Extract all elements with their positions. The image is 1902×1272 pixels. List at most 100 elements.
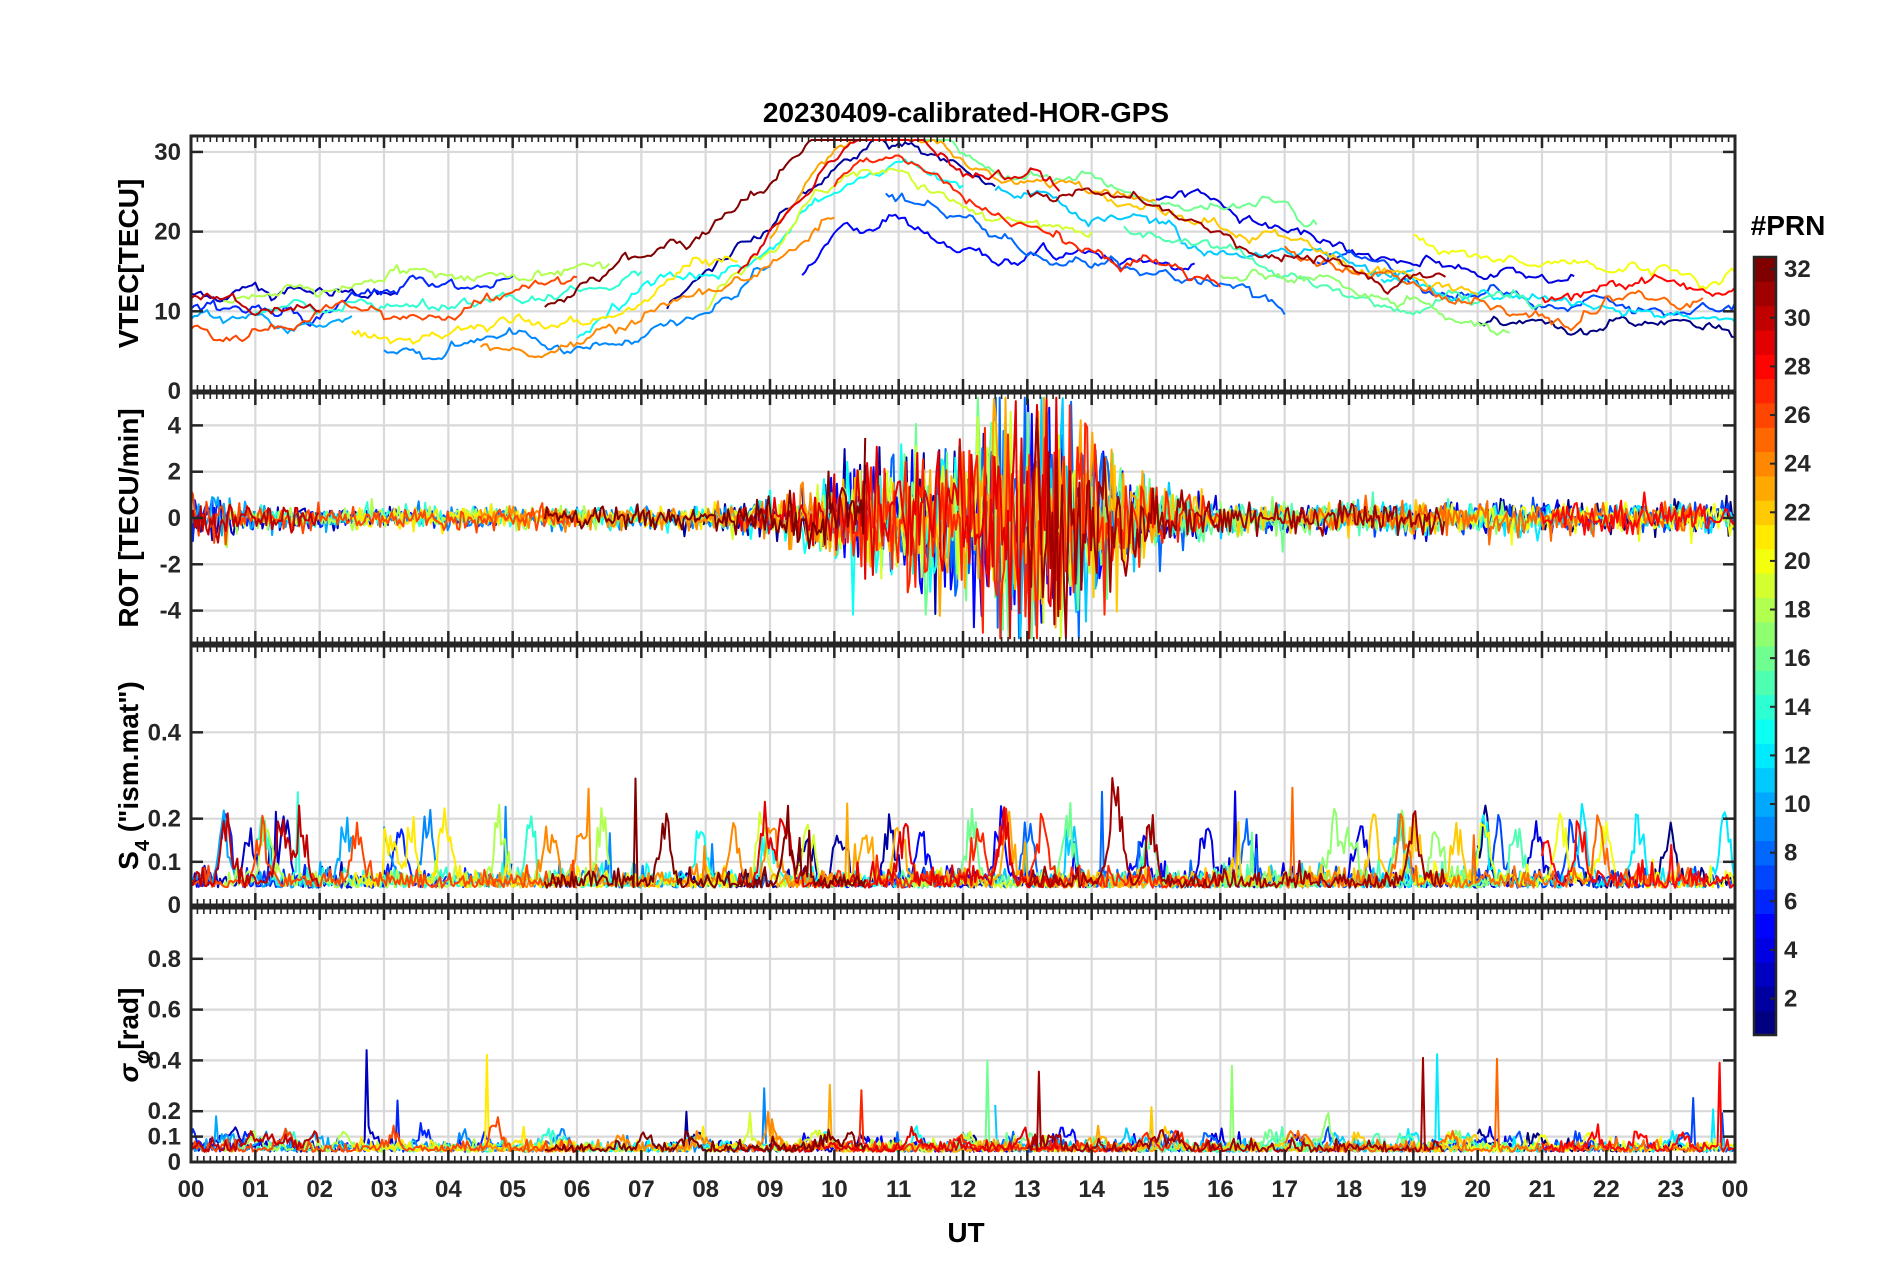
series-line-prn-25 xyxy=(1283,245,1704,332)
colorbar-tick-label: 20 xyxy=(1784,548,1811,575)
series-group xyxy=(191,139,1735,361)
y-tick-label: 0.1 xyxy=(148,849,181,876)
y-axis-label-main: σ xyxy=(113,1062,144,1082)
colorbar-segment-prn-17 xyxy=(1754,621,1776,647)
colorbar-segment-prn-18 xyxy=(1754,597,1776,623)
series-line-prn-31 xyxy=(1026,417,1446,640)
colorbar-tick-label: 12 xyxy=(1784,742,1811,769)
series-line-prn-28 xyxy=(1541,491,1735,536)
x-axis-label: UT xyxy=(947,1217,984,1248)
colorbar-segment-prn-14 xyxy=(1754,694,1776,720)
y-axis-label-main: S xyxy=(113,851,144,870)
series-line-prn-31 xyxy=(1026,187,1447,295)
x-tick-label: 09 xyxy=(757,1176,784,1203)
series-line-prn-31 xyxy=(1026,777,1446,889)
series-line-prn-1 xyxy=(1477,315,1735,339)
colorbar-segment-prn-20 xyxy=(1754,548,1776,574)
series-line-prn-3 xyxy=(191,281,397,303)
y-axis-label-sub: 4 xyxy=(132,839,154,851)
series-line-prn-13 xyxy=(576,158,964,339)
series-line-prn-21 xyxy=(351,255,738,345)
y-axis-label-sub: φ xyxy=(132,1050,154,1064)
y-tick-label: 0.1 xyxy=(148,1124,181,1151)
colorbar-segment-prn-12 xyxy=(1754,743,1776,769)
series-line-prn-11 xyxy=(994,185,1414,279)
colorbar-segment-prn-7 xyxy=(1754,864,1776,890)
colorbar-label: #PRN xyxy=(1751,210,1826,241)
series-line-prn-4 xyxy=(1155,188,1575,284)
colorbar-segment-prn-30 xyxy=(1754,305,1776,331)
x-tick-label: 16 xyxy=(1207,1176,1234,1203)
panel-rot: -4 -2 0 2 4 ROT [TECU/min] xyxy=(113,391,1737,645)
series-line-prn-20 xyxy=(1412,233,1735,290)
y-axis-label-vtec: VTEC[TECU] xyxy=(113,179,144,349)
y-tick-label: 0.2 xyxy=(148,806,181,833)
series-line-prn-17 xyxy=(1219,268,1511,336)
series-line-prn-31 xyxy=(1026,1056,1445,1153)
series-group xyxy=(191,396,1735,640)
y-tick-label: -4 xyxy=(160,598,182,625)
colorbar-tick-label: 10 xyxy=(1784,791,1811,818)
series-line-prn-24 xyxy=(479,787,835,889)
series-line-prn-28 xyxy=(1541,820,1735,889)
colorbar-tick-label: 32 xyxy=(1784,256,1811,283)
colorbar-tick-label: 28 xyxy=(1784,353,1811,380)
y-tick-label: 2 xyxy=(168,459,181,486)
y-axis-label-rest: ("ism.mat") xyxy=(113,681,144,840)
series-line-prn-15 xyxy=(1123,225,1543,316)
x-tick-label: 07 xyxy=(628,1176,655,1203)
colorbar-segment-prn-31 xyxy=(1754,281,1776,307)
y-tick-label: 20 xyxy=(154,219,181,246)
colorbar-tick-label: 6 xyxy=(1784,888,1797,915)
colorbar-segment-prn-15 xyxy=(1754,670,1776,696)
series-line-prn-27 xyxy=(833,154,1222,288)
series-line-prn-29 xyxy=(736,396,1060,640)
series-line-prn-9 xyxy=(383,265,771,361)
series-line-prn-28 xyxy=(1541,1061,1735,1153)
y-tick-label: 0 xyxy=(168,1149,181,1176)
y-tick-label: 10 xyxy=(154,298,181,325)
y-tick-label: 0.4 xyxy=(148,1047,182,1074)
colorbar-tick-label: 4 xyxy=(1784,937,1798,964)
x-tick-label: 06 xyxy=(564,1176,591,1203)
y-tick-label: -2 xyxy=(160,551,181,578)
colorbar-segment-prn-8 xyxy=(1754,840,1776,866)
x-tick-label: 23 xyxy=(1657,1176,1684,1203)
colorbar-frame xyxy=(1752,255,1778,1037)
series-line-prn-26 xyxy=(191,814,578,889)
series-line-prn-21 xyxy=(350,807,739,889)
colorbar-segment-prn-16 xyxy=(1754,646,1776,671)
x-tick-label: 21 xyxy=(1529,1176,1556,1203)
panel-s4: 00.10.20.4S4 ("ism.mat") xyxy=(113,644,1737,919)
colorbar-segment-prn-32 xyxy=(1754,257,1776,282)
y-axis-label-rot: ROT [TECU/min] xyxy=(113,408,144,627)
colorbar-segment-prn-29 xyxy=(1754,329,1776,355)
x-tick-label: 10 xyxy=(821,1176,848,1203)
series-line-prn-24 xyxy=(479,216,835,359)
colorbar-tick-label: 18 xyxy=(1784,597,1811,624)
x-tick-label: 19 xyxy=(1400,1176,1427,1203)
series-line-prn-30 xyxy=(191,292,320,316)
x-tick-label: 00 xyxy=(1722,1176,1749,1203)
y-axis-label-sigma_phi: σφ[rad] xyxy=(113,988,154,1083)
y-axis-label-rest: [rad] xyxy=(113,988,144,1050)
x-tick-label: 08 xyxy=(692,1176,719,1203)
colorbar-segment-prn-23 xyxy=(1754,475,1776,501)
y-tick-label: 0.2 xyxy=(148,1098,181,1125)
series-line-prn-32 xyxy=(543,777,867,889)
series-line-prn-30 xyxy=(191,503,320,544)
y-tick-label: 0.4 xyxy=(148,719,182,746)
colorbar-segment-prn-1 xyxy=(1754,1010,1776,1036)
colorbar-tick-label: 16 xyxy=(1784,645,1811,672)
series-line-prn-5 xyxy=(801,213,1195,276)
panel-vtec: 0 10 20 30 VTEC[TECU] xyxy=(113,134,1737,405)
y-tick-label: 0 xyxy=(168,505,181,532)
y-tick-label: 30 xyxy=(154,139,181,166)
x-tick-label: 12 xyxy=(950,1176,977,1203)
x-tick-label: 14 xyxy=(1078,1176,1105,1203)
x-tick-label: 01 xyxy=(242,1176,269,1203)
colorbar-segment-prn-28 xyxy=(1754,354,1776,380)
x-tick-label: 18 xyxy=(1336,1176,1363,1203)
colorbar-segment-prn-27 xyxy=(1754,378,1776,404)
